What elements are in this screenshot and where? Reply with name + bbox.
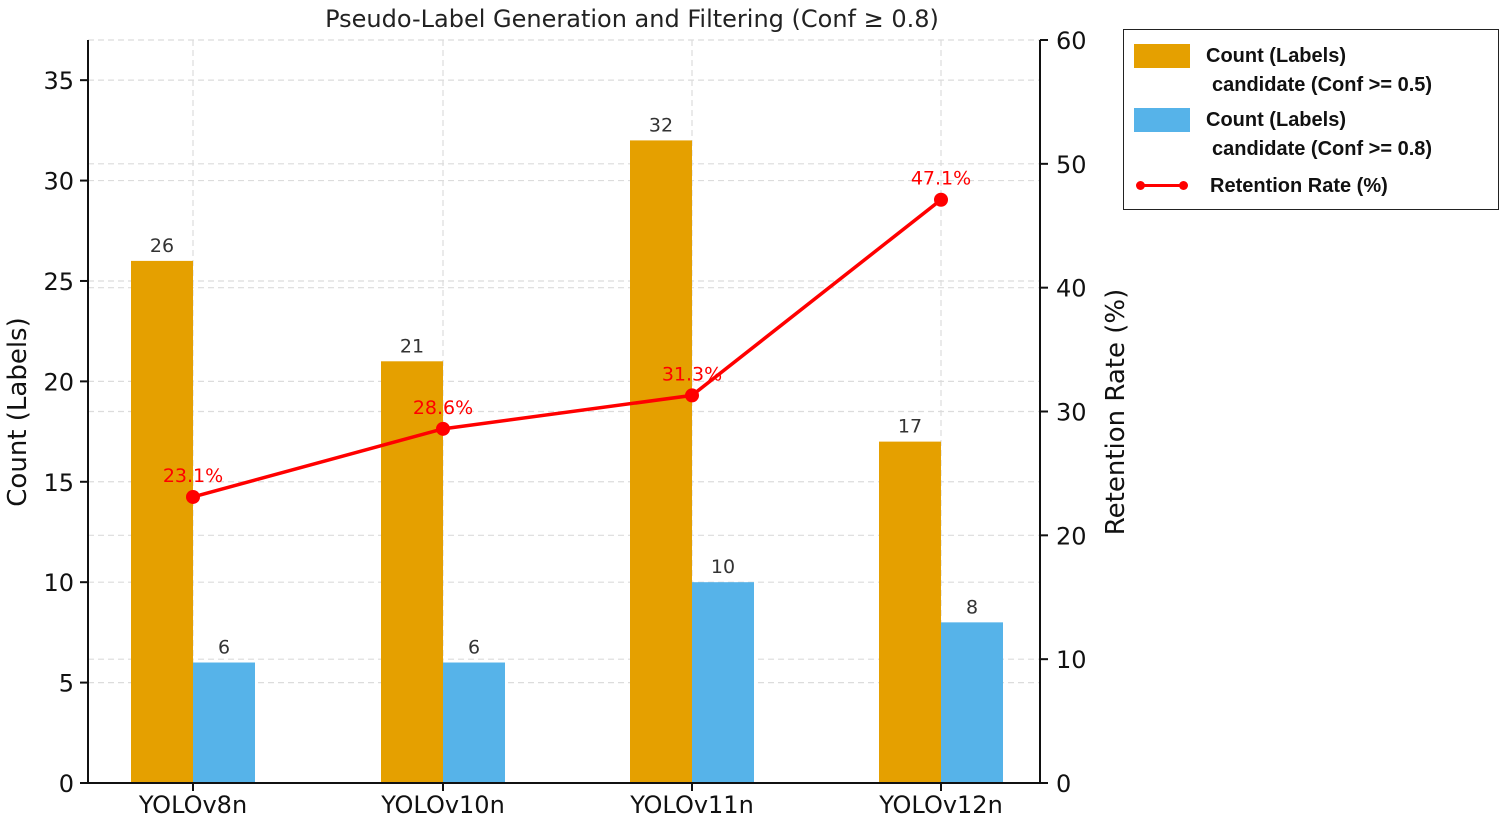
- retention-line-path: [192, 198, 943, 499]
- legend: Count (Labels) candidate (Conf >= 0.5) C…: [1123, 29, 1499, 210]
- legend-label: candidate (Conf >= 0.8): [1212, 138, 1433, 160]
- retention-value-label: 47.1%: [911, 168, 971, 190]
- y-tick-label: 25: [43, 268, 74, 296]
- bar-value-label: 8: [966, 596, 978, 618]
- y-tick-label: 0: [59, 770, 74, 798]
- bar-value-label: 26: [150, 235, 174, 257]
- legend-label: Retention Rate (%): [1210, 175, 1388, 197]
- retention-point: [436, 421, 450, 436]
- y-tick-label: 10: [43, 569, 74, 597]
- retention-value-label: 23.1%: [163, 465, 223, 487]
- y2-tick-label: 30: [1056, 399, 1087, 427]
- bar-value-label: 17: [898, 416, 922, 438]
- bar: [941, 622, 1003, 783]
- retention-point: [685, 388, 699, 403]
- y2-tick-label: 60: [1056, 27, 1087, 55]
- x-tick-label: YOLOv12n: [878, 791, 1003, 817]
- retention-point: [934, 192, 948, 207]
- data-labels: 26 21 32 17 6 6 10 8 23.1% 28.6% 31.3% 47.1%: [150, 114, 978, 658]
- bar: [443, 662, 505, 783]
- bar-value-label: 21: [400, 335, 424, 357]
- legend-label: Count (Labels): [1206, 45, 1346, 67]
- x-tick-label: YOLOv8n: [138, 791, 247, 817]
- legend-swatch-conf-05: [1134, 44, 1190, 68]
- retention-line: [186, 192, 948, 504]
- bar: [193, 662, 255, 783]
- bar: [692, 582, 754, 783]
- legend-label: Count (Labels): [1206, 109, 1346, 131]
- bar: [879, 441, 941, 783]
- y-tick-label: 15: [43, 469, 74, 497]
- y2-axis-label: Retention Rate (%): [1101, 289, 1131, 536]
- retention-value-label: 31.3%: [662, 363, 722, 385]
- y-tick-label: 5: [59, 670, 74, 698]
- y-axis-label: Count (Labels): [3, 317, 33, 506]
- y2-tick-label: 10: [1056, 646, 1087, 674]
- y2-tick-label: 40: [1056, 275, 1087, 303]
- y2-tick-label: 0: [1056, 770, 1071, 798]
- bar: [381, 361, 443, 783]
- bar-value-label: 10: [711, 556, 735, 578]
- y-tick-label: 35: [43, 67, 74, 95]
- bar: [630, 140, 692, 784]
- retention-point: [186, 489, 200, 504]
- bar: [131, 260, 193, 783]
- x-tick-label: YOLOv11n: [629, 791, 754, 817]
- y2-tick-label: 50: [1056, 151, 1087, 179]
- y2-tick-label: 20: [1056, 522, 1087, 550]
- bar-value-label: 32: [649, 114, 673, 136]
- retention-value-label: 28.6%: [413, 397, 473, 419]
- bar-value-label: 6: [468, 637, 480, 659]
- chart-title: Pseudo-Label Generation and Filtering (C…: [325, 5, 939, 33]
- legend-swatch-conf-08: [1134, 108, 1190, 132]
- y-tick-label: 20: [43, 368, 74, 396]
- x-tick-label: YOLOv10n: [380, 791, 505, 817]
- axes: 0 5 10 15 20 25 30 35 0 10 20 30 40 50 60 YOLOv8n YOLOv1…: [43, 27, 1086, 817]
- legend-line-retention: [1136, 181, 1188, 190]
- y-tick-label: 30: [43, 168, 74, 196]
- bar-value-label: 6: [218, 637, 230, 659]
- bars: [131, 140, 1003, 784]
- legend-label: candidate (Conf >= 0.5): [1212, 74, 1433, 96]
